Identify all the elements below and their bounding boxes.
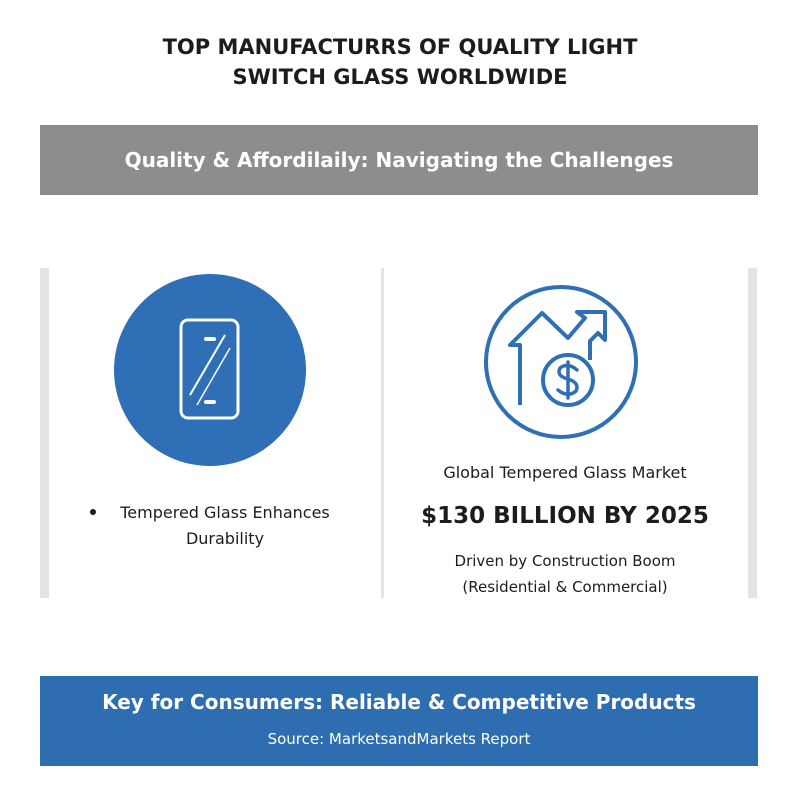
note-line: Driven by Construction Boom [454, 552, 676, 570]
glass-screw [204, 337, 216, 341]
banner-text: Quality & Affordilaily: Navigating the C… [124, 148, 674, 172]
note-line: (Residential & Commercial) [462, 578, 668, 596]
panel-divider [381, 268, 384, 598]
glass-glare [196, 347, 231, 406]
glass-icon-circle [114, 274, 306, 466]
icons [90, 274, 638, 515]
title: TOP MANUFACTURRS OF QUALITY LIGHT SWITCH… [0, 32, 800, 92]
panel-edge [748, 268, 757, 598]
bullet-text: Tempered Glass Enhances Durability [120, 503, 330, 548]
glass-glare [189, 334, 226, 396]
banner: Quality & Affordilaily: Navigating the C… [40, 125, 758, 195]
title-line: TOP MANUFACTURRS OF QUALITY LIGHT [162, 35, 638, 59]
panel-edge [40, 268, 49, 598]
footer-headline: Key for Consumers: Reliable & Competitiv… [102, 690, 696, 714]
bullet-dot [90, 509, 96, 515]
footer: Key for Consumers: Reliable & Competitiv… [40, 676, 758, 766]
dollar-sign [556, 360, 579, 400]
glass-screw [204, 400, 216, 404]
glass-panel-icon [179, 318, 240, 420]
market-icon-circle [484, 285, 638, 439]
title-line: SWITCH GLASS WORLDWIDE [232, 65, 568, 89]
house-arrow-icon [508, 310, 607, 405]
footer-source: Source: MarketsandMarkets Report [267, 730, 531, 748]
market-figure: $130 BILLION BY 2025 [421, 503, 709, 529]
market-notes: Driven by Construction Boom (Residential… [385, 548, 745, 600]
market-label: Global Tempered Glass Market [443, 463, 687, 482]
